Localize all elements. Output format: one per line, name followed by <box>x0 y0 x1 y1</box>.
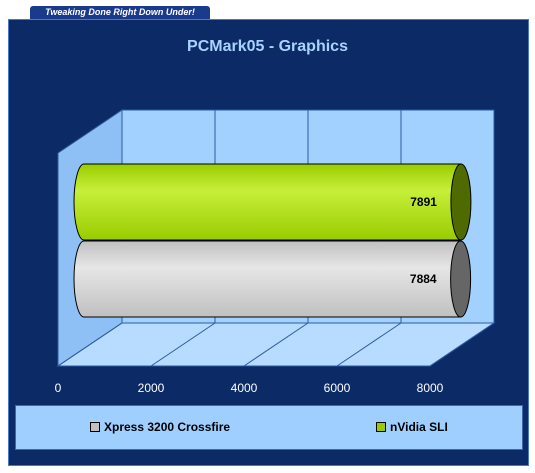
chart-title: PCMark05 - Graphics <box>187 38 348 55</box>
x-tick-label: 0 <box>55 381 62 395</box>
legend: Xpress 3200 Crossfire nVidia SLI <box>15 405 523 450</box>
floor-gridline <box>150 322 216 367</box>
legend-swatch <box>376 422 386 432</box>
bar-end-cap <box>450 163 472 241</box>
floor-gridline <box>429 322 495 367</box>
floor-gridline <box>243 322 309 367</box>
floor-gridline <box>336 322 402 367</box>
legend-swatch <box>90 422 100 432</box>
legend-label: nVidia SLI <box>390 420 448 434</box>
bar-body <box>73 163 462 241</box>
bar-body <box>73 240 462 318</box>
x-tick-label: 2000 <box>138 381 165 395</box>
data-label: 7891 <box>410 195 437 209</box>
legend-label: Xpress 3200 Crossfire <box>104 420 231 434</box>
bars: 7891 7884 <box>73 163 472 318</box>
legend-item-crossfire: Xpress 3200 Crossfire <box>90 420 230 434</box>
legend-item-sli: nVidia SLI <box>376 420 448 434</box>
x-tick-label: 4000 <box>231 381 258 395</box>
x-tick-label: 8000 <box>417 381 444 395</box>
x-tick-label: 6000 <box>324 381 351 395</box>
data-label: 7884 <box>410 272 437 286</box>
bar-end-cap <box>450 240 472 318</box>
site-banner: Tweaking Done Right Down Under! <box>30 6 210 19</box>
x-ticks: 0 2000 4000 6000 8000 <box>55 381 444 395</box>
floor-gridline <box>57 322 123 367</box>
